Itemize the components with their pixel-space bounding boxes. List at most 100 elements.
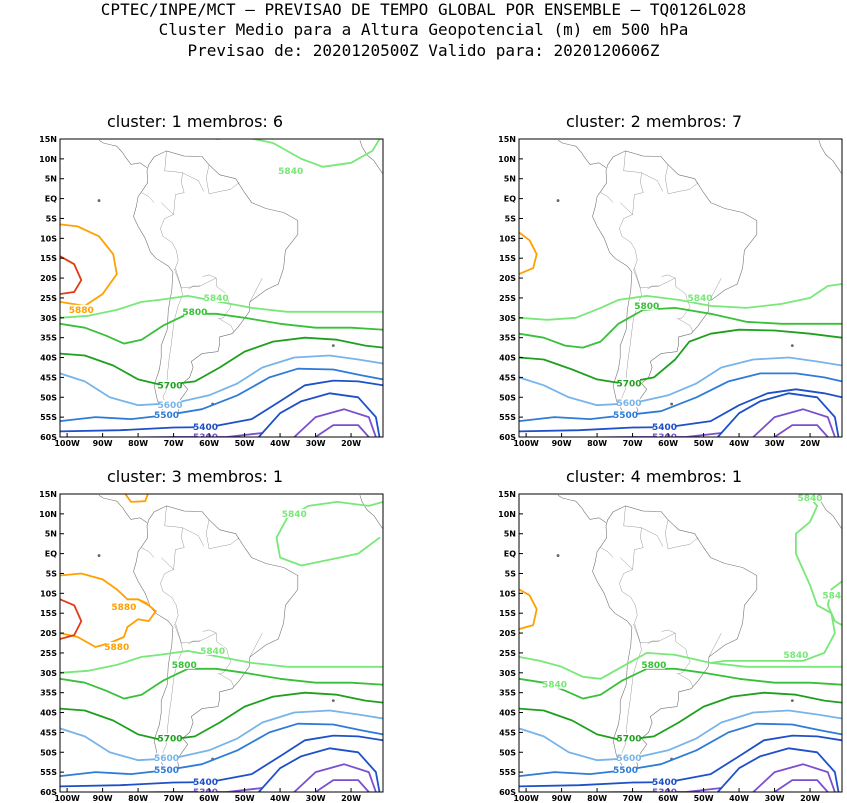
contour-5920 xyxy=(60,255,83,295)
lat-tick-label: 10S xyxy=(40,589,57,598)
country-border xyxy=(600,547,614,558)
lat-tick-label: 45S xyxy=(40,728,57,737)
contour-label: 5700 xyxy=(617,734,642,744)
contour-label: 5600 xyxy=(158,401,183,411)
contour-label-bg xyxy=(194,422,217,432)
country-border xyxy=(162,623,183,761)
lon-tick-label: 40W xyxy=(270,439,290,448)
coastline xyxy=(818,140,842,175)
contour-label: 5300 xyxy=(193,788,218,798)
contour-label-bg xyxy=(105,641,128,651)
contour-5840 xyxy=(709,494,836,664)
contour-label: 5880 xyxy=(104,643,129,653)
island-mark xyxy=(670,402,674,406)
lon-tick-label: 30W xyxy=(765,794,785,803)
contour-5600 xyxy=(519,709,842,762)
lon-tick-label: 30W xyxy=(765,439,785,448)
country-border xyxy=(188,285,201,290)
lat-tick-label: 35S xyxy=(499,334,516,343)
contour-5400 xyxy=(60,379,383,433)
contour-label: 5400 xyxy=(652,778,677,788)
contour-label-bg xyxy=(823,590,842,600)
contour-5700 xyxy=(519,691,842,742)
country-border xyxy=(249,277,263,303)
lon-tick-label: 20W xyxy=(800,794,820,803)
contour-label: 5300 xyxy=(652,433,677,443)
contour-label: 5600 xyxy=(617,754,642,764)
contour-label-bg xyxy=(173,659,196,669)
coastline xyxy=(98,139,148,168)
contour-label-bg xyxy=(70,304,93,314)
country-border xyxy=(664,164,699,195)
contour-label-bg xyxy=(194,777,217,787)
lon-tick-label: 30W xyxy=(306,794,326,803)
lat-tick-label: 40S xyxy=(40,354,57,363)
lon-tick-label: 80W xyxy=(587,439,607,448)
lat-tick-label: 5S xyxy=(505,569,517,578)
island-mark xyxy=(556,199,560,202)
country-border xyxy=(664,519,699,550)
country-border xyxy=(205,164,240,195)
island-mark xyxy=(331,344,335,348)
lat-tick-label: 5N xyxy=(45,175,57,184)
lat-tick-label: 10N xyxy=(39,510,57,519)
contour-label: 5500 xyxy=(154,766,179,776)
contour-label: 5600 xyxy=(617,399,642,409)
lon-tick-label: 60W xyxy=(658,439,678,448)
contour-label-bg xyxy=(159,733,182,743)
contour-5800 xyxy=(519,307,842,349)
contour-5920 xyxy=(60,598,83,640)
contour-label: 5840 xyxy=(200,647,225,657)
map-frame xyxy=(59,138,384,438)
lat-tick-label: 10N xyxy=(39,155,57,164)
lat-tick-label: 15N xyxy=(498,135,516,144)
contour-5600 xyxy=(519,356,842,407)
contour-label-bg xyxy=(635,300,658,310)
island-mark xyxy=(790,699,794,703)
lat-tick-label: 5N xyxy=(45,530,57,539)
contour-label: 5300 xyxy=(193,433,218,443)
contour-5400 xyxy=(716,747,840,792)
contour-label-bg xyxy=(799,494,822,502)
lat-tick-label: 55S xyxy=(40,768,57,777)
contour-label: 5840 xyxy=(282,510,307,520)
country-border xyxy=(141,192,155,203)
lat-tick-label: 60S xyxy=(499,788,516,797)
contour-5300 xyxy=(314,779,370,792)
contour-5500 xyxy=(60,367,383,422)
map-frame xyxy=(518,138,843,438)
lat-tick-label: 40S xyxy=(499,354,516,363)
contour-label: 5800 xyxy=(634,302,659,312)
lat-tick-label: 15S xyxy=(40,609,57,618)
lat-tick-label: 30S xyxy=(499,669,516,678)
contour-label-bg xyxy=(112,602,135,612)
contour-5880 xyxy=(519,588,538,630)
contour-label-bg xyxy=(543,679,566,689)
lat-tick-label: 10N xyxy=(498,155,516,164)
contour-label-bg xyxy=(194,787,217,792)
coastline xyxy=(579,108,611,118)
contour-5840 xyxy=(215,139,381,168)
lon-tick-label: 50W xyxy=(235,794,255,803)
contour-label-bg xyxy=(618,733,641,743)
lat-tick-label: 55S xyxy=(499,413,516,422)
lat-tick-label: 25S xyxy=(499,649,516,658)
lat-tick-label: 30S xyxy=(40,314,57,323)
lat-tick-label: 60S xyxy=(40,788,57,797)
lat-tick-label: 35S xyxy=(499,689,516,698)
contour-5700 xyxy=(60,336,383,387)
contour-label: 5840 xyxy=(542,681,567,691)
country-border xyxy=(661,629,676,634)
contour-label: 5840 xyxy=(204,294,229,304)
contour-5400 xyxy=(257,392,381,437)
coastline xyxy=(359,140,383,175)
coastline xyxy=(98,494,148,523)
lat-tick-label: 5S xyxy=(505,214,517,223)
coastline xyxy=(592,505,758,773)
lat-tick-label: 50S xyxy=(40,748,57,757)
lat-tick-label: 25S xyxy=(40,649,57,658)
